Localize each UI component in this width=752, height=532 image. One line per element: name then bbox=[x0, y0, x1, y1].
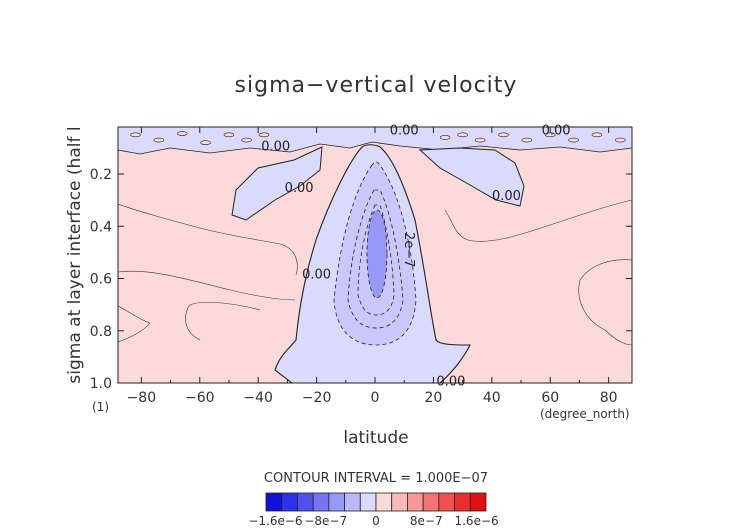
y-axis: 0.2 0.4 0.6 0.8 1.0 bbox=[90, 167, 632, 392]
contour-cell bbox=[568, 137, 579, 143]
contour-cell bbox=[176, 131, 188, 136]
contour-cell bbox=[474, 137, 486, 143]
x-axis: −80 −60 −40 −20 0 20 40 60 80 bbox=[127, 127, 618, 406]
colorbar-swatch bbox=[469, 492, 487, 512]
contour-positive-right-upper bbox=[444, 199, 632, 242]
colorbar: −1.6e−6 −8e−7 0 8e−7 1.6e−6 bbox=[248, 492, 499, 528]
contour-positive-left-upper bbox=[118, 203, 298, 276]
contour-cell bbox=[200, 140, 211, 145]
x-axis-label: latitude bbox=[343, 428, 408, 448]
colorbar-swatch bbox=[328, 492, 345, 512]
contour-label: 0.00 bbox=[492, 189, 521, 204]
contour-positive-left-bottom bbox=[118, 305, 151, 343]
colorbar-swatch bbox=[312, 492, 330, 512]
contour-positive-left-lower bbox=[118, 270, 296, 301]
contour-cell bbox=[153, 137, 165, 143]
contour-positive-left-mid bbox=[185, 301, 261, 341]
contour-label: 0.00 bbox=[261, 139, 290, 154]
contour-label: 0.00 bbox=[390, 124, 419, 139]
colorbar-swatch bbox=[359, 492, 377, 512]
y-tick-label: 0.6 bbox=[90, 272, 112, 288]
negative-right-lobe bbox=[418, 147, 525, 207]
colorbar-swatch bbox=[344, 492, 361, 512]
upper-band-cells bbox=[130, 131, 626, 145]
contour-label: 0.00 bbox=[436, 374, 465, 389]
y-tick-label: 0.4 bbox=[90, 219, 112, 235]
x-tick-label: 0 bbox=[371, 390, 380, 406]
negative-innermost-core bbox=[366, 209, 388, 299]
colorbar-swatch bbox=[265, 492, 283, 512]
y-unit-label: (1) bbox=[92, 400, 109, 414]
y-tick-label: 1.0 bbox=[90, 376, 112, 392]
contour-neg-3 bbox=[357, 204, 395, 316]
contour-cell bbox=[457, 132, 468, 138]
colorbar-swatch bbox=[407, 492, 424, 512]
contour-cell bbox=[223, 132, 235, 138]
contour-cell bbox=[241, 137, 252, 143]
colorbar-swatch bbox=[281, 492, 298, 512]
colorbar-swatch bbox=[391, 492, 408, 512]
x-tick-label: 20 bbox=[424, 390, 442, 406]
contour-cell bbox=[521, 137, 533, 143]
colorbar-tick-label: 0 bbox=[372, 514, 380, 528]
x-tick-label: 40 bbox=[483, 390, 501, 406]
contour-neg-2 bbox=[347, 189, 404, 329]
contour-cell bbox=[591, 132, 603, 138]
colorbar-tick-label: −8e−7 bbox=[304, 514, 347, 528]
contour-labels: 0.00 0.00 0.00 0.00 0.00 2e−7 0.00 0.00 bbox=[261, 124, 570, 390]
colorbar-swatch bbox=[422, 492, 440, 512]
contour-cell bbox=[498, 132, 509, 138]
contour-label: 0.00 bbox=[302, 267, 331, 282]
y-tick-label: 0.2 bbox=[90, 167, 112, 183]
x-unit-label: (degree_north) bbox=[540, 407, 630, 421]
colorbar-tick-label: −1.6e−6 bbox=[248, 514, 302, 528]
x-tick-label: −40 bbox=[243, 390, 273, 406]
contour-positive-right-lower bbox=[578, 259, 632, 346]
y-axis-label: sigma at layer interface (half l bbox=[65, 126, 85, 383]
contour-cell bbox=[615, 137, 626, 143]
contour-cell bbox=[439, 135, 451, 140]
colorbar-swatch bbox=[438, 492, 455, 512]
colorbar-swatch bbox=[454, 492, 471, 512]
negative-left-lobe bbox=[231, 146, 323, 221]
contour-label: 0.00 bbox=[285, 181, 314, 196]
contour-interval-label: CONTOUR INTERVAL = 1.000E−07 bbox=[264, 471, 488, 486]
x-tick-label: −60 bbox=[185, 390, 215, 406]
plot-area: 0.00 0.00 0.00 0.00 0.00 2e−7 0.00 0.00 bbox=[117, 124, 633, 390]
x-tick-label: −80 bbox=[127, 390, 157, 406]
colorbar-swatch bbox=[297, 492, 314, 512]
contour-cell bbox=[130, 132, 141, 138]
colorbar-swatch bbox=[375, 492, 393, 512]
x-tick-label: 60 bbox=[541, 390, 559, 406]
colorbar-tick-label: 1.6e−6 bbox=[454, 514, 498, 528]
contour-cell bbox=[258, 132, 270, 138]
x-tick-label: 80 bbox=[600, 390, 618, 406]
x-tick-label: −20 bbox=[302, 390, 332, 406]
contour-label: 2e−7 bbox=[401, 232, 416, 267]
chart-title: sigma−vertical velocity bbox=[235, 73, 518, 98]
colorbar-tick-label: 8e−7 bbox=[410, 514, 443, 528]
y-tick-label: 0.8 bbox=[90, 324, 112, 340]
contour-label: 0.00 bbox=[542, 124, 571, 139]
